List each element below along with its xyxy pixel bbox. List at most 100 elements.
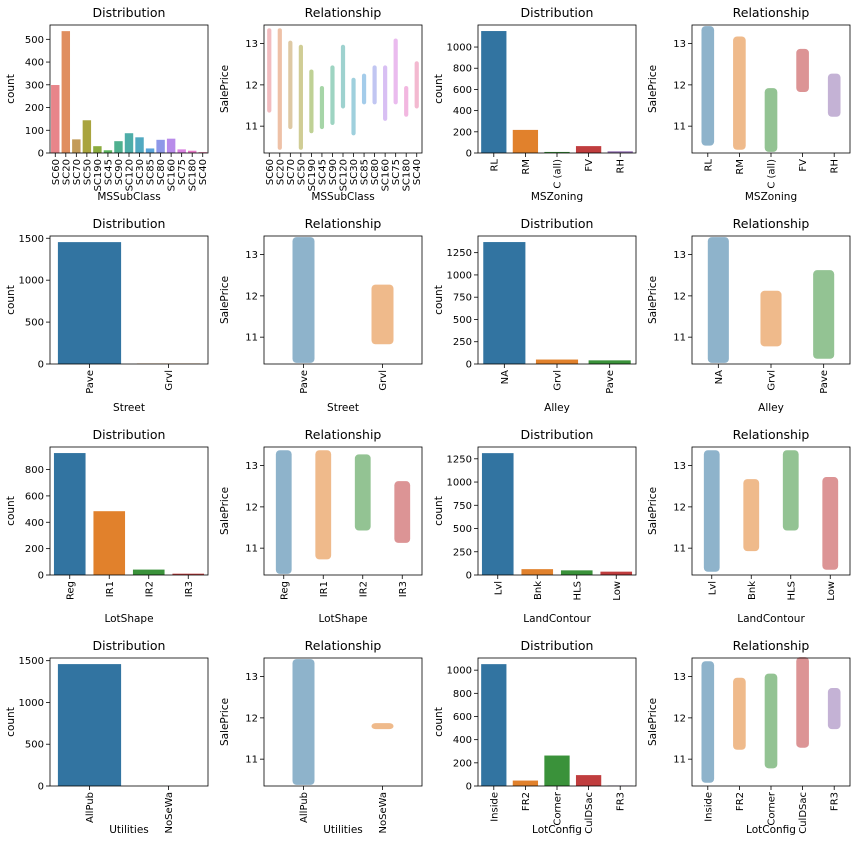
x-axis-label: LandContour: [737, 613, 805, 625]
y-tick-label: 13: [245, 39, 258, 50]
bar: [58, 242, 121, 364]
y-tick-label: 11: [245, 755, 258, 766]
y-tick-label: 500: [25, 35, 44, 46]
chart-title: Relationship: [733, 427, 810, 442]
y-tick-label: 12: [673, 80, 686, 91]
x-tick-label: C (all): [553, 159, 564, 189]
y-tick-label: 1000: [447, 478, 472, 489]
y-tick-label: 1250: [447, 454, 472, 465]
x-axis-label: MSSubClass: [97, 191, 160, 203]
x-tick-label: SC190: [93, 159, 104, 191]
chart-title: Distribution: [93, 427, 166, 442]
plot-frame: [264, 658, 422, 786]
bar: [72, 139, 80, 153]
bar: [177, 149, 185, 153]
bar: [576, 775, 601, 786]
strip-range: [828, 74, 841, 117]
y-tick-label: 200: [453, 127, 472, 138]
y-tick-label: 0: [38, 360, 44, 371]
x-tick-label: FV: [584, 159, 595, 172]
x-tick-label: SC45: [317, 159, 328, 185]
y-tick-label: 13: [245, 672, 258, 683]
y-tick-label: 11: [245, 122, 258, 133]
x-tick-label: RH: [616, 159, 627, 173]
y-axis-label: SalePrice: [647, 487, 659, 535]
strip-range: [701, 26, 714, 146]
strip-range: [309, 69, 313, 133]
x-tick-label: AllPub: [299, 792, 310, 823]
y-tick-label: 0: [466, 571, 472, 582]
y-tick-label: 11: [673, 122, 686, 133]
y-tick-label: 0: [38, 782, 44, 793]
x-tick-label: Lvl: [707, 581, 718, 595]
x-axis-label: LotShape: [104, 613, 153, 625]
x-tick-label: C (all): [767, 159, 778, 189]
chart-title: Relationship: [733, 638, 810, 653]
bar: [135, 137, 143, 153]
bar: [104, 150, 112, 153]
strip-range: [760, 291, 781, 347]
x-tick-label: SC45: [103, 159, 114, 185]
x-tick-label: Low: [826, 581, 837, 601]
x-tick-label: SC160: [381, 159, 392, 191]
x-tick-label: SC20: [61, 159, 72, 185]
x-tick-label: Low: [612, 581, 623, 601]
x-tick-label: Corner: [553, 791, 564, 826]
y-tick-label: 0: [38, 571, 44, 582]
strip-range: [372, 285, 394, 345]
x-tick-label: Pave: [85, 370, 96, 394]
strip-range: [394, 39, 398, 105]
x-tick-label: Pave: [605, 370, 616, 394]
y-tick-label: 600: [453, 85, 472, 96]
y-tick-label: 100: [25, 126, 44, 137]
strip-range: [783, 450, 799, 530]
x-tick-label: HLS: [572, 581, 583, 600]
y-axis-label: count: [5, 74, 17, 104]
x-tick-label: Bnk: [747, 581, 758, 600]
y-tick-label: 800: [25, 465, 44, 476]
x-tick-label: SC180: [402, 159, 413, 191]
x-tick-label: NoSeWa: [164, 792, 175, 833]
x-axis-label: Street: [327, 402, 359, 414]
x-tick-label: SC60: [51, 159, 62, 185]
x-tick-label: SC40: [198, 159, 209, 185]
y-tick-label: 250: [453, 547, 472, 558]
x-tick-label: AllPub: [85, 792, 96, 823]
x-tick-label: IR3: [184, 581, 195, 597]
x-tick-label: CulDSac: [798, 792, 809, 834]
x-tick-label: IR2: [358, 581, 369, 597]
strip-range: [743, 479, 759, 551]
y-tick-label: 1000: [447, 270, 472, 281]
chart-title: Relationship: [305, 638, 382, 653]
bar: [600, 572, 632, 575]
y-tick-label: 200: [453, 758, 472, 769]
bar: [54, 453, 86, 575]
bar: [589, 360, 631, 364]
y-axis-label: count: [5, 285, 17, 315]
y-tick-label: 800: [453, 689, 472, 700]
strip-range: [733, 678, 746, 750]
strip-range: [765, 674, 778, 769]
x-tick-label: SC120: [339, 159, 350, 191]
chart-title: Relationship: [733, 5, 810, 20]
bar: [481, 664, 506, 786]
y-tick-label: 1000: [447, 43, 472, 54]
y-tick-label: 11: [673, 544, 686, 555]
bar: [167, 139, 175, 153]
bar: [482, 453, 514, 575]
x-axis-label: MSZoning: [745, 191, 797, 203]
bar: [114, 141, 122, 153]
y-tick-label: 11: [245, 333, 258, 344]
y-tick-label: 200: [25, 103, 44, 114]
x-tick-label: Grvl: [767, 370, 778, 391]
x-axis-label: Utilities: [323, 824, 363, 836]
strip-range: [355, 454, 371, 530]
chart-title: Distribution: [521, 5, 594, 20]
x-tick-label: RL: [489, 159, 500, 172]
x-tick-label: Lvl: [493, 581, 504, 595]
strip-range: [293, 237, 315, 363]
x-tick-label: SC75: [391, 159, 402, 185]
strip-range: [733, 36, 746, 149]
x-tick-label: Pave: [819, 370, 830, 394]
